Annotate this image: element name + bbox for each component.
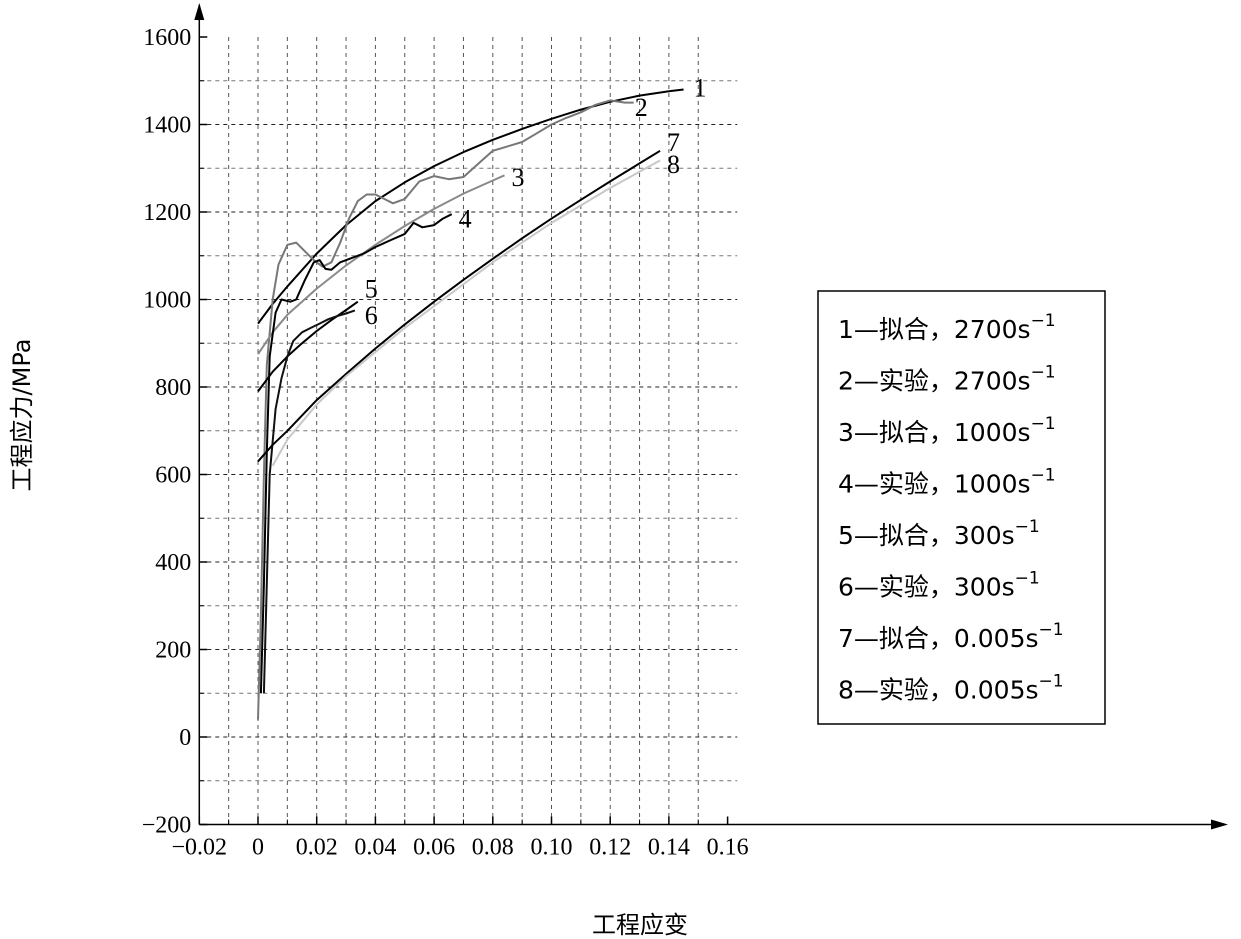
- legend-box: [817, 290, 1106, 725]
- legend-entry-2: 2—实验，2700s−1: [838, 363, 1056, 396]
- curve-label-7: 7: [667, 128, 680, 157]
- legend-entry-5: 5—拟合，300s−1: [838, 517, 1040, 550]
- series-line-7: [257, 149, 661, 463]
- x-tick-label: 0.16: [707, 835, 749, 861]
- series-line-3: [257, 174, 505, 355]
- y-axis-title: 工程应力/MPa: [8, 339, 36, 492]
- legend-entry-1: 1—拟合，2700s−1: [838, 311, 1056, 344]
- legend-entry-7: 7—拟合，0.005s−1: [838, 620, 1064, 653]
- x-tick-label: 0.04: [354, 835, 396, 861]
- legend-superscript: −1: [1031, 363, 1056, 383]
- y-tick-label: 800: [155, 375, 191, 401]
- curve-label-4: 4: [459, 205, 472, 234]
- series-line-4: [259, 213, 453, 694]
- tick-labels: −0.02 0 0.02 0.04 0.06 0.08 0.10 0.12 0.14 0.16 −2…: [142, 25, 749, 861]
- x-tick-label: −0.02: [172, 835, 228, 861]
- x-tick-label: 0: [252, 835, 264, 861]
- legend-superscript: −1: [1015, 517, 1040, 537]
- x-tick-label: 0.02: [296, 835, 338, 861]
- x-axis-title: 工程应变: [592, 911, 688, 939]
- x-axis-arrow: [1211, 819, 1228, 830]
- legend-superscript: −1: [1015, 569, 1040, 589]
- y-tick-label: 1200: [143, 200, 191, 226]
- curve-label-8: 8: [667, 150, 680, 179]
- axes: [194, 3, 1228, 830]
- legend-superscript: −1: [1039, 620, 1064, 640]
- x-tick-label: 0.08: [472, 835, 514, 861]
- curve-label-5: 5: [365, 275, 378, 304]
- x-tick-label: 0.06: [413, 835, 455, 861]
- series-lines: [257, 88, 684, 720]
- y-tick-label: 1400: [143, 113, 191, 139]
- series-line-1: [257, 88, 684, 325]
- curve-label-2: 2: [635, 93, 648, 122]
- y-tick-label: 1000: [143, 288, 191, 314]
- curve-label-6: 6: [365, 301, 378, 330]
- legend: 1—拟合，2700s−1 2—实验，2700s−1 3—拟合，1000s−1 4—实验…: [817, 290, 1106, 725]
- y-tick-label: 200: [155, 638, 191, 664]
- legend-entry-3: 3—拟合，1000s−1: [838, 414, 1056, 447]
- series-line-6: [262, 309, 356, 694]
- legend-entry-4: 4—实验，1000s−1: [838, 466, 1056, 499]
- x-tick-label: 0.12: [589, 835, 631, 861]
- y-axis-arrow: [194, 3, 205, 20]
- x-tick-label: 0.10: [531, 835, 573, 861]
- x-tick-label: 0.14: [648, 835, 690, 861]
- series-line-2: [257, 99, 634, 720]
- curve-label-1: 1: [693, 73, 706, 102]
- curve-label-3: 3: [511, 163, 524, 192]
- series-line-8: [271, 159, 661, 467]
- y-tick-label: 600: [155, 463, 191, 489]
- y-tick-label: 1600: [143, 25, 191, 51]
- legend-superscript: −1: [1031, 414, 1056, 434]
- legend-entry-8: 8—实验，0.005s−1: [838, 672, 1064, 705]
- legend-superscript: −1: [1039, 672, 1064, 692]
- legend-superscript: −1: [1031, 311, 1056, 331]
- y-tick-label: 0: [179, 725, 191, 751]
- y-tick-label: −200: [142, 813, 192, 839]
- series-line-5: [257, 300, 359, 392]
- legend-entry-6: 6—实验，300s−1: [838, 569, 1040, 602]
- legend-superscript: −1: [1031, 466, 1056, 486]
- grid: [199, 37, 738, 825]
- y-tick-label: 400: [155, 550, 191, 576]
